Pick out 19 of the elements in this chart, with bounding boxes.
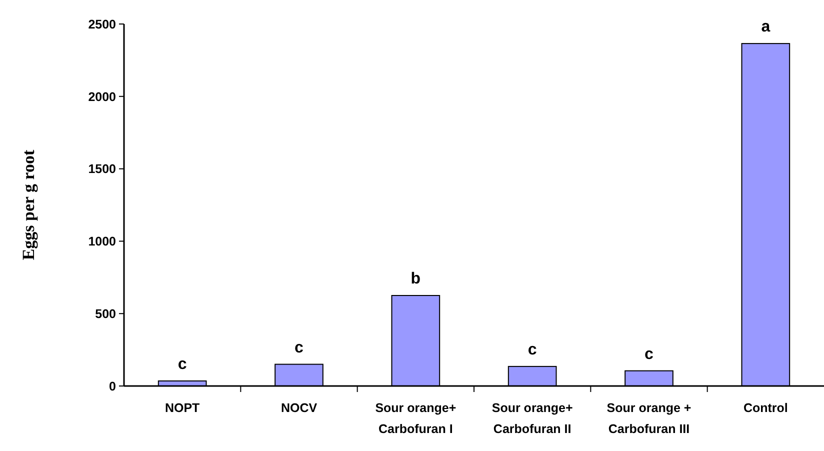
x-tick-label: Sour orange + Carbofuran III xyxy=(606,401,692,436)
annotation: c xyxy=(644,346,654,363)
x-tick-label: Sour orange+ Carbofuran I xyxy=(375,401,456,436)
y-tick-label: 2000 xyxy=(88,90,116,104)
y-tick-label: 1000 xyxy=(88,234,116,249)
annotation: c xyxy=(294,339,304,356)
annotation: c xyxy=(178,356,187,373)
y-tick-label: 1500 xyxy=(88,162,116,176)
y-tick-label: 0 xyxy=(109,379,116,394)
x-tick-label: NOCV xyxy=(280,401,318,415)
y-axis-title: Eggs per g root xyxy=(19,149,38,260)
x-tick-label: Sour orange+ Carbofuran II xyxy=(492,401,573,436)
y-tick-label: 500 xyxy=(95,306,116,321)
annotation: a xyxy=(761,18,770,36)
y-tick-label: 2500 xyxy=(88,17,116,32)
annotation: b xyxy=(410,270,421,288)
annotation: c xyxy=(528,341,537,358)
x-tick-label: NOPT xyxy=(164,401,200,415)
x-tick-label: Control xyxy=(743,401,788,415)
